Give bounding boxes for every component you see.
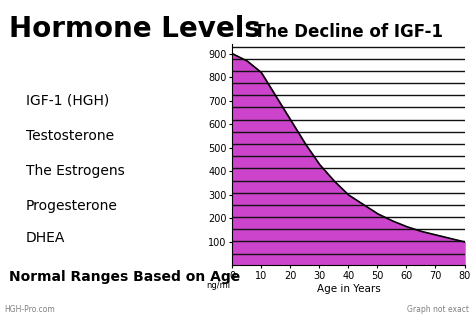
Text: The Estrogens: The Estrogens <box>26 164 124 178</box>
Text: IGF-1 (HGH): IGF-1 (HGH) <box>26 93 109 107</box>
Text: Graph not exact: Graph not exact <box>407 306 469 314</box>
Title: The Decline of IGF-1: The Decline of IGF-1 <box>254 23 443 41</box>
Text: HGH-Pro.com: HGH-Pro.com <box>5 306 55 314</box>
Text: Testosterone: Testosterone <box>26 129 114 143</box>
X-axis label: Age in Years: Age in Years <box>317 284 380 294</box>
Text: Normal Ranges Based on Age: Normal Ranges Based on Age <box>9 270 240 284</box>
Text: Hormone Levels: Hormone Levels <box>9 15 261 43</box>
Text: DHEA: DHEA <box>26 232 65 246</box>
Text: ng/ml: ng/ml <box>206 281 230 290</box>
Text: Progesterone: Progesterone <box>26 199 118 213</box>
